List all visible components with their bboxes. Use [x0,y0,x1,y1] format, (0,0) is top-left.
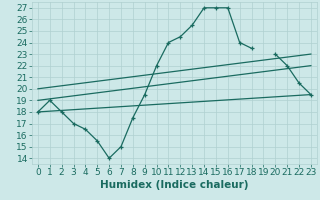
X-axis label: Humidex (Indice chaleur): Humidex (Indice chaleur) [100,180,249,190]
